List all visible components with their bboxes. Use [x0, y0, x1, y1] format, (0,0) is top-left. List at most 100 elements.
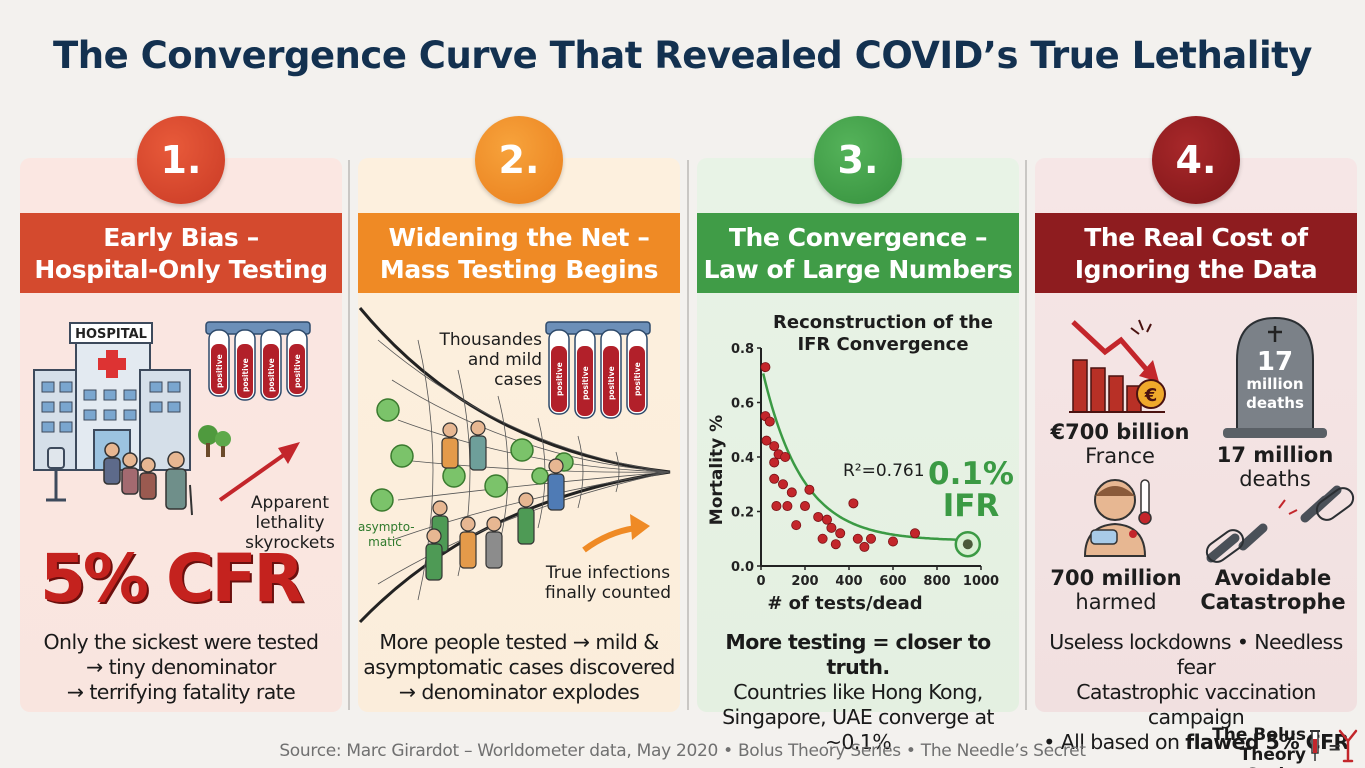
x-tick-label: 1000: [963, 574, 999, 589]
panel-2-heading-line2: Mass Testing Begins: [379, 255, 659, 284]
svg-text:positive: positive: [241, 358, 250, 392]
panel-1-caption: Only the sickest were tested → tiny deno…: [43, 630, 320, 704]
panel-3-heading: The Convergence – Law of Large Numbers: [697, 213, 1019, 293]
brand-logo: =: [1310, 729, 1358, 763]
y-tick-label: 0.0: [731, 560, 754, 575]
net-illustration: positive positive positive positive: [358, 307, 671, 624]
panel-4-heading: The Real Cost of Ignoring the Data: [1035, 213, 1357, 293]
syringe-icon: [1310, 730, 1320, 761]
tombstone-icon: 17 million deaths: [1223, 316, 1327, 438]
panel-4-caption: Useless lockdowns • Needless fear Catast…: [1043, 630, 1349, 754]
divider: [687, 160, 689, 710]
svg-text:positive: positive: [607, 366, 616, 400]
data-point: [782, 501, 793, 512]
data-point: [769, 441, 780, 452]
page-title: The Convergence Curve That Revealed COVI…: [53, 34, 1312, 77]
cost-item-harmed: 700 million harmed: [1050, 566, 1182, 614]
step-number-2: 2.: [475, 116, 563, 204]
virus-icon: [1338, 729, 1358, 763]
data-point: [835, 528, 846, 539]
panel-3-caption: More testing = closer to truth. Countrie…: [722, 630, 994, 754]
hospital-sign: HOSPITAL: [75, 327, 147, 342]
divider: [348, 160, 350, 710]
data-point: [800, 501, 811, 512]
x-tick-label: 600: [879, 574, 906, 589]
cost-item-deaths: 17 million deaths: [1216, 443, 1334, 491]
x-tick-label: 200: [791, 574, 818, 589]
mild-cases-note: Thousandes and mild cases: [439, 330, 543, 390]
data-point: [826, 522, 837, 533]
svg-text:deaths: deaths: [1246, 394, 1304, 412]
step-number-3: 3.: [814, 116, 902, 204]
svg-text:€: €: [1144, 385, 1158, 406]
y-axis-label: Mortality %: [707, 415, 727, 525]
chart-title-line2: IFR Convergence: [797, 334, 968, 355]
euro-icon: [1136, 379, 1166, 409]
cost-item-france: €700 billion France: [1050, 420, 1190, 468]
svg-text:million: million: [1246, 375, 1303, 393]
source-note: Source: Marc Girardot – Worldometer data…: [279, 741, 1086, 761]
data-point: [804, 484, 815, 495]
panel-3-heading-line2: Law of Large Numbers: [703, 255, 1013, 284]
divider: [1025, 160, 1027, 710]
x-tick-label: 400: [835, 574, 862, 589]
positive-test-tubes-2: positive positive positive positive: [545, 321, 651, 419]
data-point: [822, 514, 833, 525]
data-point: [909, 528, 920, 539]
cfr-statistic: 5% CFR: [40, 540, 304, 617]
data-point: [887, 536, 898, 547]
step-number-1: 1.: [137, 116, 225, 204]
svg-text:=: =: [1328, 738, 1341, 757]
data-point: [859, 541, 870, 552]
y-tick-label: 0.2: [731, 506, 754, 521]
y-tick-label: 0.6: [731, 397, 754, 412]
data-point: [760, 362, 771, 373]
broken-chain-icon: [1206, 485, 1342, 563]
cost-item-catastrophe: Avoidable Catastrophe: [1200, 566, 1346, 614]
panel-2-heading: Widening the Net – Mass Testing Begins: [358, 213, 680, 293]
data-point: [786, 487, 797, 498]
true-infections-note: True infections finally counted: [544, 563, 672, 603]
asymptomatic-note: asympto- matic: [358, 520, 415, 549]
svg-text:positive: positive: [215, 354, 224, 388]
trend-curve: [761, 373, 973, 542]
brand-name: The Bolus Theory Series: [1212, 725, 1306, 768]
x-axis-label: # of tests/dead: [767, 593, 922, 614]
panel-2-heading-line1: Widening the Net –: [388, 223, 650, 252]
cost-icons: € 17 million deaths: [1069, 316, 1355, 563]
x-tick-label: 800: [923, 574, 950, 589]
r-squared-label: R²=0.761: [843, 461, 925, 481]
ifr-highlight-point: [962, 539, 973, 550]
data-point: [778, 479, 789, 490]
svg-text:positive: positive: [581, 366, 590, 400]
step-number-4: 4.: [1152, 116, 1240, 204]
data-point: [791, 520, 802, 531]
data-point: [761, 435, 772, 446]
data-point: [852, 533, 863, 544]
data-point: [780, 451, 791, 462]
ifr-value: 0.1%: [928, 456, 1014, 492]
data-point: [865, 533, 876, 544]
data-point: [813, 511, 824, 522]
svg-text:positive: positive: [633, 362, 642, 396]
injured-person-icon: [1083, 479, 1152, 557]
svg-text:positive: positive: [293, 354, 302, 388]
ifr-label: IFR: [943, 488, 1000, 524]
chart-title-line1: Reconstruction of the: [773, 312, 993, 333]
data-point: [830, 539, 841, 550]
panel-4-heading-line2: Ignoring the Data: [1074, 255, 1318, 284]
apparent-lethality-note: Apparent lethality skyrockets: [245, 493, 335, 553]
data-point: [769, 457, 780, 468]
svg-text:positive: positive: [555, 362, 564, 396]
x-tick-label: 0: [756, 574, 765, 589]
y-tick-label: 0.8: [731, 342, 754, 357]
hospital-illustration: HOSPITAL: [33, 321, 311, 516]
ifr-convergence-chart: Reconstruction of the IFR Convergence R²…: [707, 312, 1014, 614]
falling-chart-icon: [1069, 319, 1165, 413]
positive-test-tubes: positive positive positive positive: [205, 321, 311, 401]
panel-4-heading-line1: The Real Cost of: [1084, 223, 1308, 252]
data-point: [817, 533, 828, 544]
data-point: [848, 498, 859, 509]
panel-1-heading: Early Bias – Hospital-Only Testing: [20, 213, 342, 293]
panel-1-heading-line2: Hospital-Only Testing: [34, 255, 328, 284]
